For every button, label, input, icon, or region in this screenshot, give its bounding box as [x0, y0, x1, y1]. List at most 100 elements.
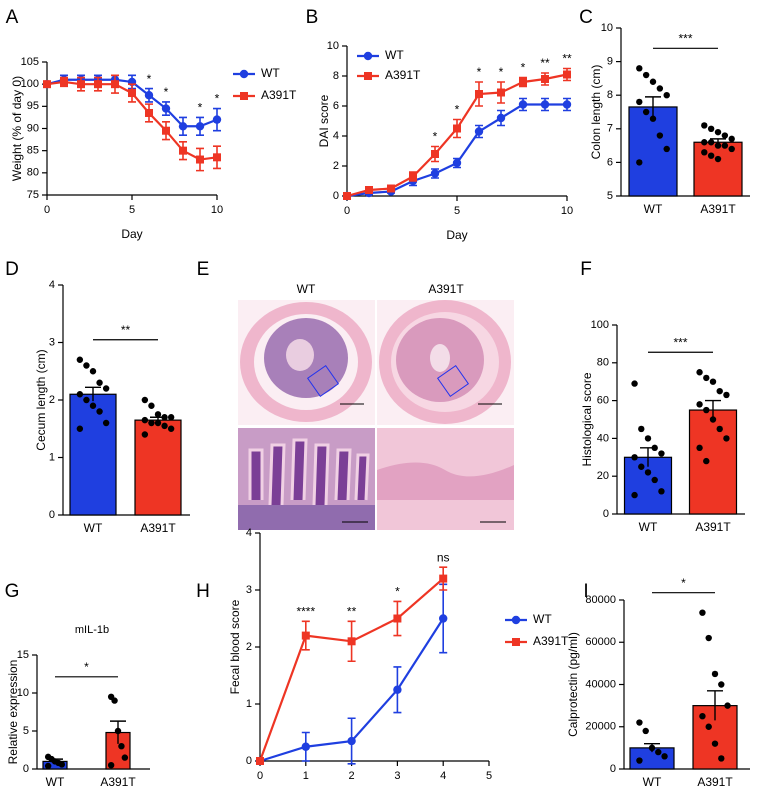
image-label: WT	[297, 282, 316, 296]
data-point	[94, 80, 102, 89]
bar	[688, 409, 738, 515]
data-point	[703, 457, 710, 465]
data-point	[718, 681, 725, 688]
data-point	[705, 634, 712, 642]
y-tick-label: 6	[607, 156, 613, 168]
data-point	[343, 192, 351, 200]
significance: *	[84, 660, 89, 674]
x-tick-label: WT	[46, 775, 65, 789]
bar	[628, 106, 678, 197]
panel-label: H	[196, 581, 210, 602]
data-point	[452, 158, 462, 168]
y-tick-label: 4	[333, 130, 339, 142]
x-tick-label: 2	[349, 770, 355, 782]
data-point	[711, 670, 719, 678]
data-point	[644, 435, 652, 442]
significance: **	[540, 56, 550, 70]
data-point	[430, 169, 440, 178]
data-point	[409, 172, 417, 181]
y-axis-label: Cecum length (cm)	[34, 349, 48, 450]
data-point	[696, 369, 703, 376]
data-point	[699, 609, 706, 616]
y-tick-label: 0	[333, 190, 339, 202]
error-bar	[707, 690, 723, 721]
data-point	[649, 78, 657, 85]
data-point	[453, 124, 461, 133]
data-point	[167, 414, 175, 421]
data-point	[365, 186, 373, 194]
significance: *	[433, 130, 438, 144]
significance: ns	[437, 550, 450, 564]
y-tick-label: 3	[246, 584, 252, 596]
data-point	[636, 65, 643, 72]
legend-label: A391T	[533, 634, 569, 648]
data-point	[648, 744, 656, 752]
y-axis-label: Colon length (cm)	[589, 65, 603, 160]
legend-marker	[512, 638, 520, 646]
bar	[69, 393, 117, 516]
y-tick-label: 0	[610, 763, 616, 775]
y-tick-label: 10	[17, 687, 29, 699]
legend-marker	[240, 92, 248, 100]
y-tick-label: 80	[597, 357, 609, 369]
data-point	[718, 755, 725, 762]
significance: ****	[296, 605, 315, 619]
y-tick-label: 60	[597, 395, 609, 407]
data-point	[721, 132, 729, 139]
data-point	[705, 723, 712, 730]
series-line	[346, 103, 567, 198]
data-point	[475, 90, 483, 98]
x-tick-label: WT	[639, 520, 658, 534]
data-point	[703, 374, 710, 382]
y-tick-label: 90	[27, 122, 39, 134]
data-point	[728, 135, 735, 143]
x-tick-label: 10	[211, 204, 223, 216]
y-tick-label: 20	[597, 470, 609, 482]
x-tick-label: 5	[454, 205, 460, 217]
data-point	[636, 757, 643, 764]
data-point	[76, 391, 84, 398]
data-point	[631, 454, 638, 461]
significance: ***	[673, 335, 687, 349]
panel-label: E	[197, 259, 210, 280]
data-point	[656, 85, 664, 92]
data-point	[83, 396, 90, 404]
data-point	[707, 139, 715, 146]
x-tick-label: 0	[344, 205, 350, 217]
data-point	[77, 80, 85, 89]
data-point	[114, 727, 122, 735]
inset-box	[306, 364, 340, 398]
significance: *	[215, 92, 220, 106]
bar	[693, 141, 743, 197]
data-point	[141, 431, 149, 438]
y-axis-label: DAI score	[317, 94, 331, 147]
y-tick-label: 0	[603, 508, 609, 520]
data-point	[728, 145, 735, 153]
y-tick-label: 8	[607, 89, 613, 101]
data-point	[562, 100, 572, 109]
legend-marker	[239, 69, 249, 79]
data-point	[96, 379, 103, 386]
data-point	[301, 742, 310, 751]
x-tick-label: A391T	[140, 521, 176, 535]
x-tick-label: 3	[394, 770, 400, 782]
data-point	[347, 637, 356, 646]
data-point	[497, 88, 505, 97]
data-point	[658, 450, 665, 457]
tissue	[238, 505, 375, 530]
data-point	[111, 697, 118, 704]
data-point	[723, 435, 730, 442]
data-point	[701, 122, 708, 129]
data-point	[541, 75, 549, 83]
data-point	[721, 142, 729, 149]
y-tick-label: 0	[246, 755, 252, 767]
data-point	[716, 387, 723, 395]
data-point	[703, 406, 710, 414]
y-tick-label: 2	[49, 394, 55, 406]
data-point	[636, 98, 643, 106]
data-point	[642, 108, 650, 116]
image-label: A391T	[428, 282, 464, 296]
tissue	[377, 462, 514, 500]
x-tick-label: WT	[84, 521, 103, 535]
